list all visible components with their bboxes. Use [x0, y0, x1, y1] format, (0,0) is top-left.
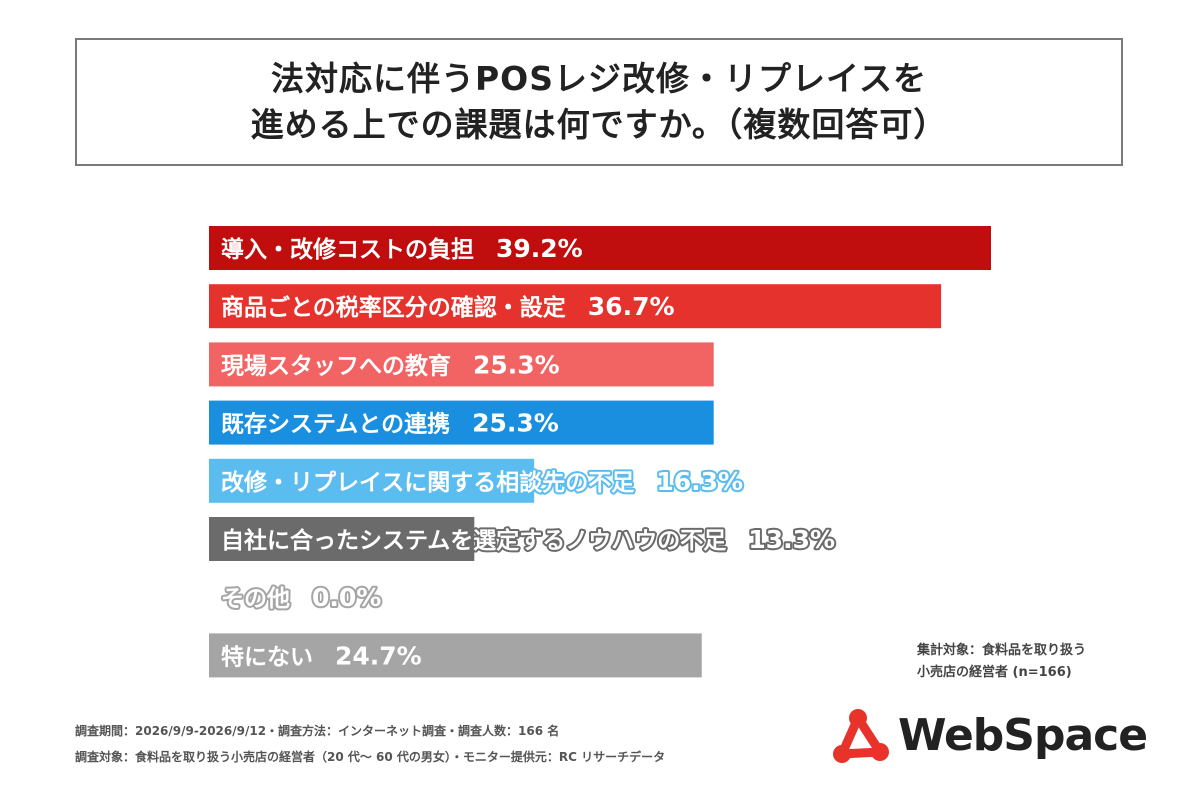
category-label: 現場スタッフへの教育: [221, 352, 451, 379]
category-label: 導入・改修コストの負担: [221, 236, 474, 263]
bar-group: 既存システムとの連携 25.3%: [209, 401, 714, 445]
bar-group: 自社に合ったシステムを選定するノウハウの不足 13.3%: [209, 517, 835, 561]
sample-note: 集計対象：食料品を取り扱う 小売店の経営者 (n=166): [917, 640, 1157, 684]
sample-note-line-2: 小売店の経営者 (n=166): [917, 662, 1157, 684]
survey-footer-period: 調査期間：2026/9/9-2026/9/12・調査方法：インターネット調査・調…: [75, 722, 559, 739]
bar-group: その他 0.0%: [221, 583, 381, 612]
value-label: 13.3%: [748, 525, 835, 554]
bar-label: その他 0.0%: [221, 583, 381, 612]
logo-text: WebSpace: [898, 710, 1147, 761]
value-label: 39.2%: [496, 234, 583, 263]
category-label: 既存システムとの連携: [221, 411, 450, 438]
bar-label: 改修・リプレイスに関する相談先の不足 16.3%: [221, 467, 743, 496]
value-label: 16.3%: [656, 467, 743, 496]
value-label: 36.7%: [588, 292, 675, 321]
category-label: その他: [221, 586, 290, 612]
value-label: 25.3%: [473, 350, 560, 379]
bar-label: 商品ごとの税率区分の確認・設定 36.7%: [221, 292, 675, 321]
category-label: 商品ごとの税率区分の確認・設定: [221, 294, 566, 321]
network-triangle-icon: [828, 706, 898, 770]
value-label: 0.0%: [312, 583, 381, 612]
bar-label: 既存システムとの連携 25.3%: [221, 409, 559, 438]
websspace-logo: WebSpace: [828, 706, 1128, 770]
bar-label: 導入・改修コストの負担 39.2%: [221, 234, 583, 263]
survey-footer-target: 調査対象：食料品を取り扱う小売店の経営者（20 代～ 60 代の男女）・モニター…: [75, 748, 665, 765]
bar-group: 商品ごとの税率区分の確認・設定 36.7%: [209, 284, 941, 328]
bar-group: 現場スタッフへの教育 25.3%: [209, 342, 714, 386]
value-label: 24.7%: [335, 641, 422, 670]
category-label: 特にない: [221, 644, 313, 670]
value-label: 25.3%: [472, 409, 559, 438]
bar-group: 改修・リプレイスに関する相談先の不足 16.3%: [209, 459, 743, 503]
bar-group: 特にない 24.7%: [209, 633, 702, 677]
bar-group: 導入・改修コストの負担 39.2%: [209, 226, 991, 270]
category-label: 自社に合ったシステムを選定するノウハウの不足: [221, 527, 726, 554]
bar-label: 自社に合ったシステムを選定するノウハウの不足 13.3%: [221, 525, 835, 554]
bar-label: 現場スタッフへの教育 25.3%: [221, 350, 560, 379]
sample-note-line-1: 集計対象：食料品を取り扱う: [917, 640, 1157, 662]
category-label: 改修・リプレイスに関する相談先の不足: [221, 469, 634, 496]
